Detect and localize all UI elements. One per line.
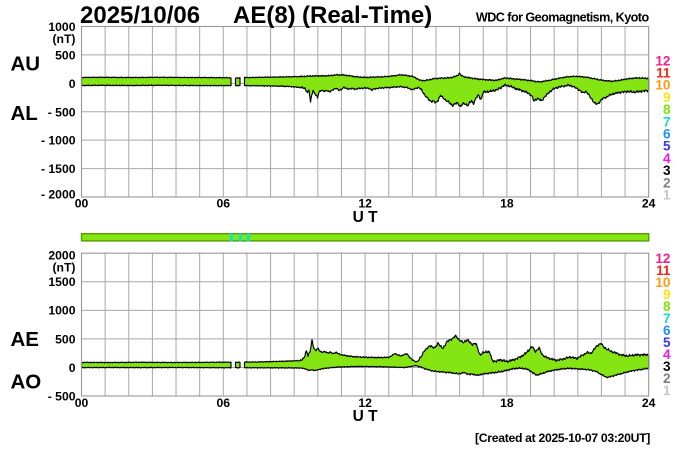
svg-text:6: 6 — [663, 323, 671, 338]
svg-text:2000: 2000 — [48, 249, 75, 263]
svg-text:12: 12 — [358, 197, 372, 211]
svg-text:10: 10 — [655, 78, 670, 93]
svg-text:1000: 1000 — [48, 304, 75, 318]
svg-text:06: 06 — [217, 197, 231, 211]
svg-text:18: 18 — [500, 197, 514, 211]
svg-text:(nT): (nT) — [52, 260, 75, 274]
svg-text:24: 24 — [642, 197, 656, 211]
svg-text:10: 10 — [655, 275, 670, 290]
svg-text:4: 4 — [663, 347, 671, 362]
svg-text:7: 7 — [663, 114, 671, 129]
svg-text:(Real-Time): (Real-Time) — [302, 2, 432, 29]
svg-text:- 500: - 500 — [48, 389, 76, 403]
svg-text:4: 4 — [663, 151, 671, 166]
svg-text:9: 9 — [663, 287, 671, 302]
svg-text:8: 8 — [663, 299, 671, 314]
svg-text:WDC for Geomagnetism, Kyoto: WDC for Geomagnetism, Kyoto — [476, 10, 650, 24]
svg-text:(nT): (nT) — [52, 32, 75, 46]
svg-text:18: 18 — [500, 396, 514, 410]
svg-text:- 1500: - 1500 — [41, 162, 76, 176]
svg-text:8: 8 — [663, 102, 671, 117]
svg-text:9: 9 — [663, 90, 671, 105]
svg-text:5: 5 — [663, 139, 671, 154]
svg-text:- 2000: - 2000 — [41, 188, 76, 202]
svg-text:1500: 1500 — [48, 275, 75, 289]
svg-text:2: 2 — [663, 371, 671, 386]
svg-text:11: 11 — [656, 65, 671, 80]
svg-text:AO: AO — [11, 370, 42, 393]
svg-text:3: 3 — [663, 163, 671, 178]
svg-text:3: 3 — [663, 359, 671, 374]
svg-text:6: 6 — [663, 126, 671, 141]
svg-text:U T: U T — [353, 408, 379, 425]
svg-text:12: 12 — [358, 396, 372, 410]
svg-text:12: 12 — [655, 53, 671, 68]
svg-text:0: 0 — [69, 361, 76, 375]
svg-text:- 500: - 500 — [48, 105, 76, 119]
svg-text:500: 500 — [55, 48, 76, 62]
svg-text:[Created at 2025-10-07 03:20UT: [Created at 2025-10-07 03:20UT] — [475, 431, 650, 445]
svg-text:2025/10/06: 2025/10/06 — [80, 2, 200, 29]
svg-text:11: 11 — [656, 263, 671, 278]
svg-text:AE(8): AE(8) — [233, 2, 296, 29]
svg-text:1: 1 — [663, 383, 671, 398]
svg-text:24: 24 — [642, 396, 656, 410]
svg-text:5: 5 — [663, 335, 671, 350]
svg-text:1000: 1000 — [48, 20, 75, 34]
svg-text:00: 00 — [75, 197, 89, 211]
svg-text:AU: AU — [11, 52, 41, 75]
svg-text:U T: U T — [353, 209, 379, 226]
svg-text:AE: AE — [11, 328, 39, 351]
svg-text:06: 06 — [217, 396, 231, 410]
svg-text:2: 2 — [663, 175, 671, 190]
svg-text:7: 7 — [663, 311, 671, 326]
svg-text:12: 12 — [655, 251, 671, 266]
svg-text:- 1000: - 1000 — [41, 134, 76, 148]
svg-text:AL: AL — [11, 102, 38, 125]
svg-text:1: 1 — [663, 187, 671, 202]
svg-text:0: 0 — [69, 77, 76, 91]
svg-text:00: 00 — [75, 396, 89, 410]
svg-text:500: 500 — [55, 332, 76, 346]
